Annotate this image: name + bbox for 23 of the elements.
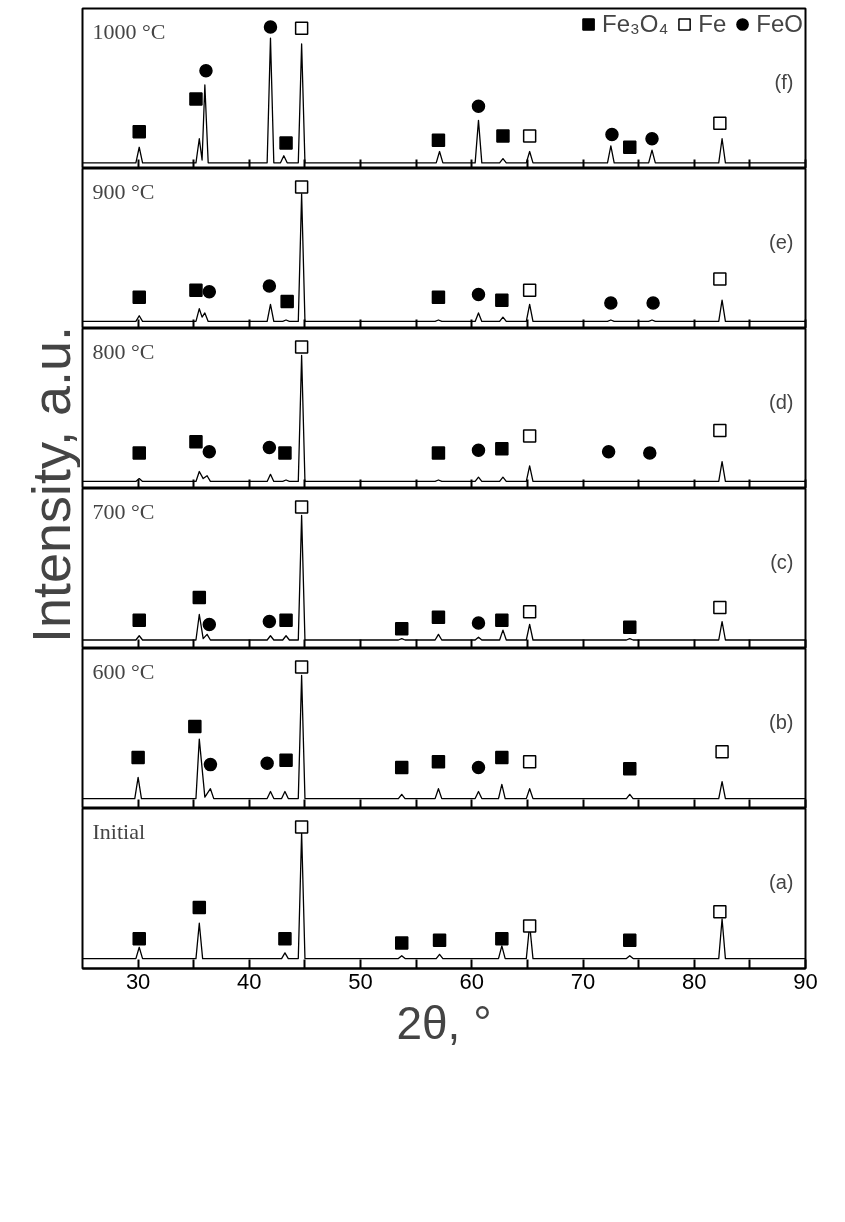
x-tick-label: 80 xyxy=(682,968,707,994)
legend-label: Fe xyxy=(698,10,727,38)
annotation: (e) xyxy=(769,230,794,253)
annotation: (d) xyxy=(769,390,794,413)
annotation: (a) xyxy=(769,870,794,893)
annotation: (f) xyxy=(774,70,794,93)
x-tick-label: 90 xyxy=(793,968,818,994)
annotation: Initial xyxy=(92,818,146,844)
annotation: (b) xyxy=(769,710,794,733)
x-tick-label: 60 xyxy=(459,968,485,994)
annotation: (c) xyxy=(770,550,794,573)
legend-label: FeO xyxy=(756,10,803,38)
x-tick-label: 50 xyxy=(348,968,373,994)
annotation: 700 °C xyxy=(92,498,155,524)
annotation: 1000 °C xyxy=(92,18,166,44)
x-tick-label: 30 xyxy=(125,968,151,994)
annotation: 600 °C xyxy=(92,658,155,684)
x-tick-label: 70 xyxy=(570,968,596,994)
legend-label: Fe₃O₄ xyxy=(602,10,669,38)
x-axis-title: 2θ, ° xyxy=(396,996,492,1049)
annotation: 900 °C xyxy=(92,178,155,204)
x-tick-label: 40 xyxy=(237,968,262,994)
annotation: 800 °C xyxy=(92,338,155,364)
